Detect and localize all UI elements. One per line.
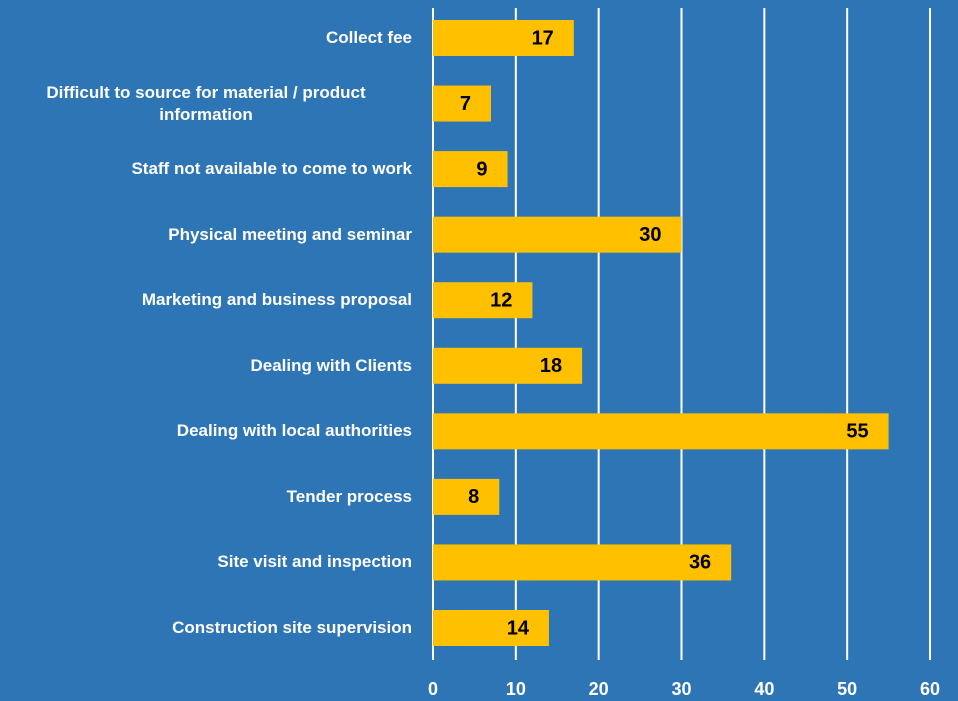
- bar: [433, 282, 533, 319]
- category-text: Site visit and inspection: [217, 552, 412, 572]
- x-tick-label: 30: [671, 679, 691, 699]
- value-label: 9: [476, 158, 487, 180]
- bar: [433, 151, 508, 188]
- value-label: 14: [507, 617, 530, 639]
- x-tick-label: 40: [754, 679, 774, 699]
- category-label: Marketing and business proposal: [0, 289, 412, 311]
- x-tick-label: 20: [589, 679, 609, 699]
- category-text: Dealing with Clients: [250, 355, 412, 375]
- bar: [433, 610, 549, 646]
- value-label: 12: [490, 290, 512, 312]
- category-label: Physical meeting and seminar: [0, 224, 412, 246]
- category-text: Marketing and business proposal: [141, 290, 412, 310]
- value-label: 18: [540, 355, 562, 377]
- x-tick-label: 50: [837, 679, 857, 699]
- bar: [433, 20, 574, 56]
- category-text: Tender process: [286, 486, 412, 506]
- value-label: 30: [639, 224, 661, 246]
- category-label: Collect fee: [0, 27, 412, 49]
- category-text: Dealing with local authorities: [176, 421, 412, 441]
- x-tick-label: 10: [506, 679, 526, 699]
- category-label: Difficult to source for material / produ…: [0, 82, 412, 126]
- x-tick-label: 0: [428, 679, 438, 699]
- bar: [433, 216, 682, 253]
- bar: [433, 478, 500, 515]
- category-text: Collect fee: [326, 28, 412, 47]
- category-label: Construction site supervision: [0, 617, 412, 639]
- category-label: Site visit and inspection: [0, 551, 412, 573]
- x-tick-label: 60: [920, 679, 940, 699]
- category-label: Dealing with Clients: [0, 355, 412, 377]
- bar: [433, 85, 491, 122]
- category-text: Construction site supervision: [172, 618, 412, 637]
- category-label: Tender process: [0, 486, 412, 508]
- bar: [433, 544, 732, 581]
- bar: [433, 413, 889, 450]
- category-text: Staff not available to come to work: [131, 159, 412, 179]
- value-label: 7: [460, 93, 471, 115]
- value-label: 55: [846, 421, 868, 443]
- value-label: 17: [532, 27, 554, 49]
- category-label: Staff not available to come to work: [0, 158, 412, 180]
- category-label: Dealing with local authorities: [0, 420, 412, 442]
- category-text: Physical meeting and seminar: [168, 224, 412, 244]
- value-label: 36: [689, 552, 711, 574]
- bar: [433, 347, 583, 384]
- category-text: Difficult to source for material / produ…: [46, 82, 366, 124]
- value-label: 8: [468, 486, 479, 508]
